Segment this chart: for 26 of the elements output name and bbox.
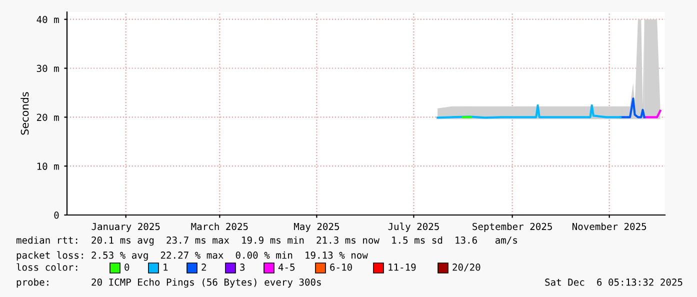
legend-label: 11-19 xyxy=(388,264,416,271)
text: Sat Dec 6 05:13:32 2025 xyxy=(545,278,682,286)
x-tick-label: September 2025 xyxy=(472,222,552,232)
x-tick-label: November 2025 xyxy=(572,222,646,230)
x-tick-label: January 2025 xyxy=(92,222,160,232)
x-tick-label: May 2025 xyxy=(294,222,340,232)
legend-title: loss color: xyxy=(16,263,78,271)
legend-label: 2 xyxy=(202,264,206,271)
y-axis-title: Seconds xyxy=(20,92,29,135)
legend-label: 20/20 xyxy=(452,264,480,272)
y-tick-label: 30 m xyxy=(36,64,59,72)
legend-label: 0 xyxy=(124,264,130,271)
text: packet loss: 2.53 % avg 22.27 % max 0.00 % min 19.13 % now xyxy=(16,251,368,261)
legend-label: 3 xyxy=(240,264,245,271)
line-series xyxy=(619,98,646,118)
x-tick-label: March 2025 xyxy=(191,222,248,230)
text: probe: 20 ICMP Echo Pings (56 Bytes) every 300s xyxy=(16,278,321,288)
legend-label: 1 xyxy=(164,264,168,271)
legend-label: 6-10 xyxy=(330,264,352,271)
text: median rtt: 20.1 ms avg 23.7 ms max 19.9 ms min 21.3 ms now 1.5 ms sd 13.6 am/s xyxy=(16,236,518,246)
y-tick-label: 40 m xyxy=(36,16,59,24)
y-tick-label: 10 m xyxy=(37,162,59,170)
legend-label: 4-5 xyxy=(278,264,295,271)
y-tick-label: 0 xyxy=(54,212,59,219)
x-tick-label: July 2025 xyxy=(388,222,439,232)
y-tick-label: 20 m xyxy=(36,114,59,121)
